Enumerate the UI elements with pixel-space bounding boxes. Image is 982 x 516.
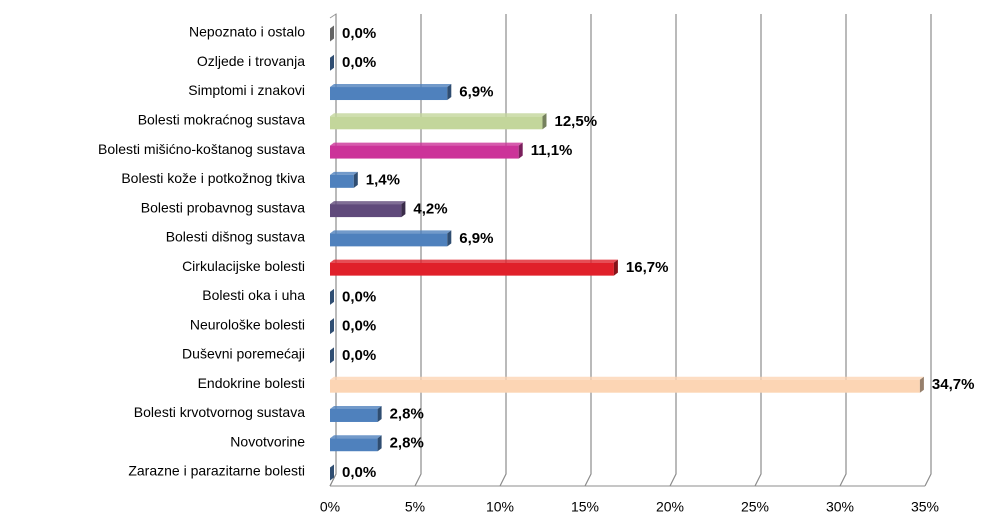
bar-side (447, 230, 452, 247)
bar (330, 174, 354, 188)
bar (330, 408, 378, 422)
bar (330, 379, 920, 393)
value-label: 0,0% (342, 318, 376, 335)
bar-side (330, 25, 334, 42)
bar-side (542, 113, 547, 130)
bar-top (330, 376, 924, 380)
x-tick-label: 10% (486, 499, 514, 515)
y-tick-label: Nepoznato i ostalo (189, 24, 305, 40)
value-label: 0,0% (342, 54, 376, 71)
x-tick-label: 5% (405, 499, 425, 515)
y-tick-label: Bolesti oka i uha (202, 287, 305, 303)
value-label: 2,8% (390, 405, 424, 422)
bar (330, 233, 448, 247)
grid-line (669, 14, 677, 487)
bar (330, 204, 402, 218)
y-tick-label: Novotvorine (230, 433, 305, 449)
x-tick-label: 30% (826, 499, 854, 515)
bar-top (330, 113, 547, 117)
bar (330, 262, 614, 276)
y-tick-label: Ozljede i trovanja (197, 53, 305, 69)
value-label: 1,4% (366, 171, 400, 188)
bar (330, 145, 519, 159)
bar (330, 116, 543, 130)
x-tick-label: 0% (320, 499, 340, 515)
bar-side (330, 288, 334, 305)
value-label: 16,7% (626, 259, 669, 276)
y-tick-label: Zarazne i parazitarne bolesti (128, 463, 305, 479)
value-label: 11,1% (531, 142, 573, 159)
bar-side (447, 84, 452, 101)
bar-top (330, 84, 452, 88)
value-label: 2,8% (390, 435, 424, 452)
grid-line (754, 14, 762, 487)
y-tick-label: Bolesti mokraćnog sustava (138, 112, 306, 128)
bar (330, 87, 448, 101)
bar-side (919, 376, 924, 393)
grid-line (414, 14, 422, 487)
y-tick-label: Bolesti krvotvornog sustava (134, 404, 305, 420)
value-label: 0,0% (342, 25, 376, 42)
value-label: 0,0% (342, 347, 376, 364)
bar-side (377, 435, 382, 452)
y-tick-label: Bolesti dišnog sustava (166, 229, 306, 245)
bar-side (518, 142, 523, 159)
x-tick-label: 15% (571, 499, 599, 515)
y-tick-label: Bolesti mišićno-koštanog sustava (98, 141, 305, 157)
bar-top (330, 201, 406, 205)
value-label: 4,2% (413, 201, 447, 218)
value-label: 34,7% (932, 376, 975, 393)
bar (330, 438, 378, 452)
value-label: 12,5% (555, 113, 598, 130)
bar-side (377, 405, 382, 422)
bar-top (330, 142, 523, 146)
grid-line (924, 14, 932, 487)
y-tick-label: Simptomi i znakovi (188, 82, 305, 98)
bar-top (330, 435, 382, 439)
y-tick-label: Endokrine bolesti (198, 375, 305, 391)
bar-side (613, 259, 618, 276)
y-tick-label: Bolesti probavnog sustava (141, 199, 305, 215)
bar-side (401, 201, 406, 218)
x-tick-label: 25% (741, 499, 769, 515)
y-tick-label: Cirkulacijske bolesti (182, 258, 305, 274)
bar-side (330, 54, 334, 71)
y-tick-label: Bolesti kože i potkožnog tkiva (121, 170, 305, 186)
bar-top (330, 171, 358, 175)
value-label: 0,0% (342, 464, 376, 481)
x-tick-label: 20% (656, 499, 684, 515)
value-label: 0,0% (342, 288, 376, 305)
bar-side (330, 347, 334, 364)
value-label: 6,9% (459, 230, 493, 247)
y-tick-label: Duševni poremećaji (182, 346, 305, 362)
value-label: 6,9% (459, 84, 493, 101)
bar-top (330, 259, 618, 263)
bar-top (330, 230, 452, 234)
grid-line (839, 14, 847, 487)
bar-side (330, 464, 334, 481)
x-tick-label: 35% (911, 499, 939, 515)
grid-line (499, 14, 507, 487)
bar-side (353, 171, 358, 188)
y-tick-label: Neurološke bolesti (190, 316, 305, 332)
bar-side (330, 318, 334, 335)
grid-line (584, 14, 592, 487)
grid-line (329, 14, 337, 487)
bar-top (330, 405, 382, 409)
